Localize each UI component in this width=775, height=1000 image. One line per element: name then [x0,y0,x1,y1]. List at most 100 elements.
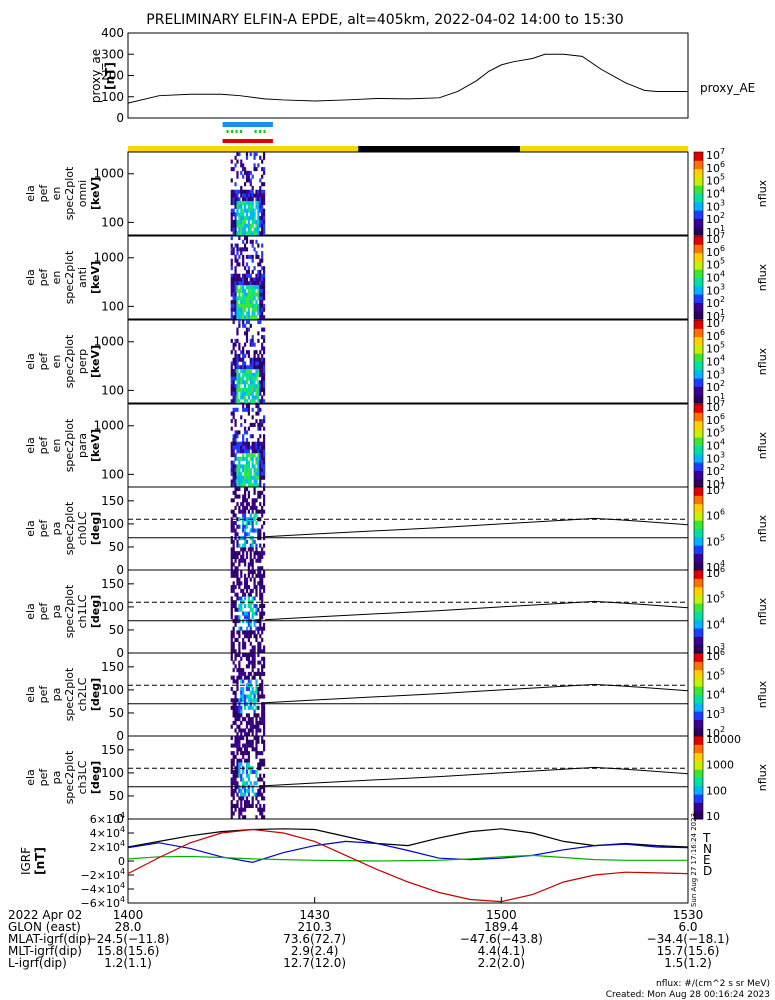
heatmap-cell [249,660,252,665]
heatmap-cell [236,152,239,157]
heatmap-cell [251,698,254,703]
heatmap-cell [247,717,250,722]
heatmap-cell [249,456,252,461]
heatmap-cell [242,441,245,446]
heatmap-cell [255,201,258,206]
heatmap-cell [245,315,249,320]
heatmap-cell [253,449,256,454]
heatmap-cell [255,573,258,578]
heatmap-cell [262,376,266,381]
heatmap-cell [242,743,245,748]
heatmap-cell [253,219,256,224]
heatmap-cell [236,372,239,377]
heatmap-cell [230,419,233,424]
heatmap-cell [230,369,233,374]
heatmap-cell [245,320,249,325]
spec-ytick-label: 1000 [93,335,124,349]
heatmap-cell [262,468,266,473]
heatmap-cell [243,792,247,797]
igrf-ylabel-unit: [nT] [33,847,47,875]
heatmap-cell [243,227,247,232]
heatmap-cell [262,208,266,213]
heatmap-cell [236,471,239,476]
heatmap-cell [247,395,250,400]
heatmap-cell [259,449,262,454]
heatmap-cell [262,453,266,458]
heatmap-cell [232,300,235,305]
heatmap-cell [253,505,256,510]
colorbar-segment [694,719,703,729]
heatmap-cell [238,387,241,392]
heatmap-cell [247,788,250,793]
heatmap-cell [236,494,239,499]
heatmap-cell [259,460,262,465]
heatmap-cell [257,554,260,559]
heatmap-cell [262,739,266,744]
heatmap-cell [259,464,262,469]
heatmap-cell [232,562,235,567]
heatmap-cell [230,596,233,601]
heatmap-cell [243,728,247,733]
heatmap-cell [259,407,262,412]
colorbar-tick-label: 104 [706,270,725,285]
heatmap-cell [232,315,235,320]
heatmap-cell [232,251,235,256]
heatmap-cell [245,762,249,767]
heatmap-cell [251,387,254,392]
heatmap-cell [242,698,245,703]
heatmap-cell [245,456,249,461]
heatmap-cell [245,520,249,526]
heatmap-cell [232,585,235,590]
heatmap-cell [232,201,235,206]
heatmap-cell [238,807,241,812]
heatmap-cell [236,792,239,797]
heatmap-cell [257,581,260,586]
heatmap-cell [236,698,239,703]
heatmap-cell [234,258,237,263]
heatmap-cell [243,653,247,658]
heatmap-cell [243,800,247,805]
heatmap-cell [236,231,239,236]
heatmap-cell [230,361,233,366]
heatmap-cell [247,547,250,552]
heatmap-cell [251,705,254,710]
heatmap-cell [230,311,233,316]
heatmap-cell [259,479,262,484]
heatmap-cell [249,197,252,202]
heatmap-cell [230,387,233,392]
colorbar-segment [694,160,703,170]
heatmap-cell [249,399,252,404]
heatmap-cell [245,788,249,793]
heatmap-cell [242,637,245,642]
heatmap-cell [234,281,237,286]
spec-ytick-label: 1000 [93,251,124,265]
heatmap-cell [261,566,264,571]
heatmap-cell [230,566,233,571]
colorbar-segment [694,586,703,596]
heatmap-cell [255,307,258,312]
heatmap-cell [240,554,243,559]
heatmap-cell [238,236,241,241]
heatmap-cell [247,720,250,725]
heatmap-cell [230,600,233,605]
heatmap-cell [236,653,239,658]
heatmap-cell [230,539,233,544]
heatmap-cell [240,307,243,312]
heatmap-cell [232,346,235,351]
heatmap-cell [234,475,237,480]
heatmap-cell [251,630,254,635]
heatmap-cell [255,728,258,733]
heatmap-cell [234,434,237,439]
heatmap-cell [236,566,239,571]
colorbar-segment [694,628,703,637]
heatmap-cell [245,766,249,771]
heatmap-cell [253,342,256,347]
heatmap-cell [247,603,250,609]
colorbar-tick-label: 104 [706,687,725,702]
heatmap-cell [236,193,239,198]
heatmap-cell [262,543,266,548]
heatmap-cell [238,303,241,308]
heatmap-cell [240,212,243,217]
heatmap-cell [249,285,252,290]
heatmap-cell [245,376,249,381]
